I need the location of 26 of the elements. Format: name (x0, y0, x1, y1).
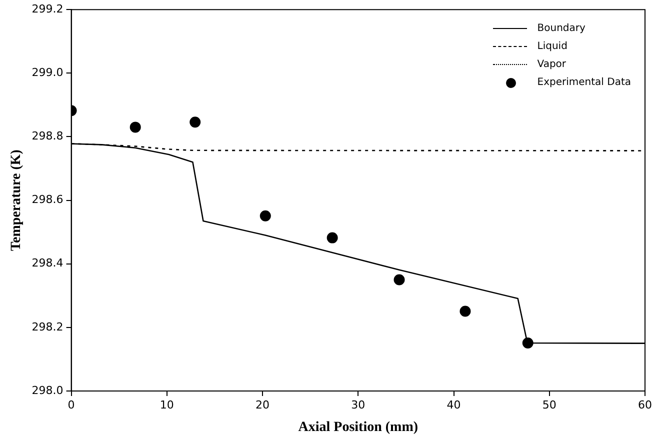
y-tick-label: 298.8 (32, 130, 64, 143)
point (394, 274, 405, 286)
legend-label: Vapor (537, 59, 566, 70)
point (326, 232, 338, 244)
legend-label: Boundary (537, 23, 586, 34)
point (460, 306, 471, 317)
x-tick-label: 40 (446, 398, 461, 412)
point (130, 122, 141, 133)
legend-label: Liquid (537, 41, 568, 52)
x-axis-title: Axial Position (mm) (298, 420, 418, 436)
x-tick-label: 10 (160, 398, 174, 412)
x-tick-label: 0 (68, 398, 75, 412)
y-tick-label: 298.2 (32, 320, 64, 334)
point (190, 116, 201, 128)
legend-label: Experimental Data (537, 77, 631, 88)
y-axis-title: Temperature (K) (9, 149, 24, 252)
point (260, 210, 271, 222)
y-tick-label: 299.0 (32, 66, 64, 80)
y-tick-label: 298.0 (32, 384, 64, 397)
x-tick-label: 50 (542, 398, 556, 412)
x-tick-label: 30 (351, 398, 366, 412)
x-tick-label: 60 (638, 398, 652, 412)
x-tick-label: 20 (256, 398, 270, 412)
y-tick-label: 298.4 (32, 256, 64, 270)
y-tick-label: 299.2 (32, 2, 64, 16)
y-tick-label: 298.6 (32, 193, 64, 206)
